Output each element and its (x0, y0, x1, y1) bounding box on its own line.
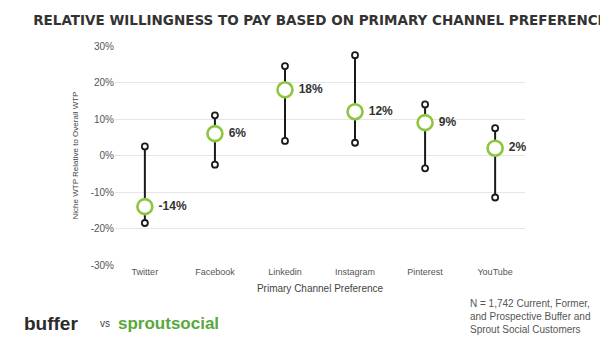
svg-text:vs: vs (100, 318, 110, 329)
svg-text:RELATIVE WILLINGNESS TO PAY BA: RELATIVE WILLINGNESS TO PAY BASED ON PRI… (33, 12, 600, 28)
svg-text:buffer: buffer (24, 313, 78, 334)
svg-text:9%: 9% (435, 115, 456, 129)
svg-text:12%: 12% (365, 104, 393, 118)
svg-text:Linkedin: Linkedin (268, 267, 302, 277)
svg-text:N = 1,742 Current, Former,and: N = 1,742 Current, Former,and Prospectiv… (470, 298, 590, 335)
svg-text:-20%: -20% (91, 223, 114, 234)
svg-text:Niche WTP Relative to Overall: Niche WTP Relative to Overall WTP (71, 92, 80, 220)
svg-text:10%: 10% (94, 114, 114, 125)
svg-text:Twitter: Twitter (132, 267, 159, 277)
svg-text:Pinterest: Pinterest (407, 267, 443, 277)
svg-text:Facebook: Facebook (195, 267, 235, 277)
svg-text:-30%: -30% (91, 260, 114, 271)
svg-text:-14%: -14% (155, 199, 187, 213)
svg-text:6%: 6% (225, 126, 246, 140)
svg-text:YouTube: YouTube (477, 267, 512, 277)
svg-text:sproutsocial: sproutsocial (118, 314, 219, 333)
svg-text:Instagram: Instagram (335, 267, 375, 277)
svg-text:-10%: -10% (91, 187, 114, 198)
svg-text:0%: 0% (100, 150, 115, 161)
svg-text:2%: 2% (506, 140, 527, 154)
svg-text:18%: 18% (295, 82, 323, 96)
svg-text:Primary Channel Preference: Primary Channel Preference (257, 283, 384, 294)
svg-text:30%: 30% (94, 41, 114, 52)
svg-text:20%: 20% (94, 77, 114, 88)
